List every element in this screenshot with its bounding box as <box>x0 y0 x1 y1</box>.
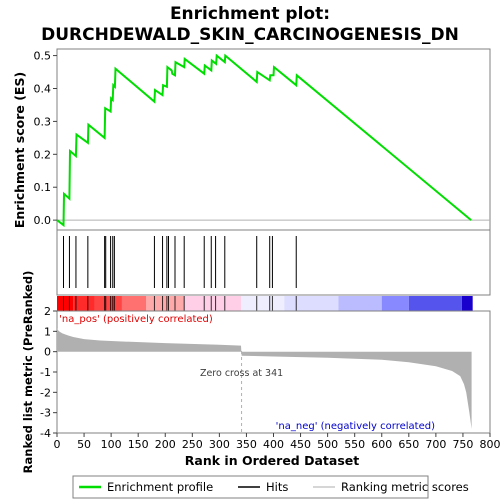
chart-title-line1: Enrichment plot: <box>170 4 330 24</box>
metric-y-tick-label: -1 <box>40 366 51 379</box>
es-y-tick-label: 0.0 <box>34 214 52 227</box>
enrichment-profile-line <box>56 53 472 228</box>
x-tick-label: 250 <box>182 438 203 451</box>
es-y-tick-label: 0.1 <box>34 181 52 194</box>
rank-bar-segment <box>381 296 409 311</box>
ranking-metric-area <box>57 328 472 429</box>
x-tick-label: 150 <box>128 438 149 451</box>
x-tick-label: 100 <box>101 438 122 451</box>
es-y-tick-label: 0.4 <box>34 82 52 95</box>
x-axis-label: Rank in Ordered Dataset <box>185 453 359 468</box>
x-tick-label: 500 <box>317 438 338 451</box>
rank-bar-segment <box>408 296 462 311</box>
es-y-axis-label: Enrichment score (ES) <box>12 72 27 228</box>
zero-cross-label: Zero cross at 341 <box>200 368 283 379</box>
rank-bar-segment <box>94 296 122 311</box>
positive-correlation-label: 'na_pos' (positively correlated) <box>59 314 213 325</box>
rank-bar-segment <box>146 296 185 311</box>
x-tick-label: 0 <box>54 438 61 451</box>
x-tick-label: 800 <box>480 438 500 451</box>
metric-y-tick-label: 2 <box>44 305 51 318</box>
x-tick-label: 50 <box>77 438 91 451</box>
x-tick-label: 550 <box>344 438 365 451</box>
x-tick-label: 750 <box>452 438 473 451</box>
es-panel: 0.0 0.1 0.2 0.3 0.4 0.5 <box>34 48 491 231</box>
metric-y-axis-label: Ranked list metric (PreRanked) <box>21 271 35 474</box>
x-tick-label: 200 <box>155 438 176 451</box>
rank-bar-segment <box>284 296 339 311</box>
chart-title-line2: DURCHDEWALD_SKIN_CARCINOGENESIS_DN <box>41 25 459 45</box>
legend: Enrichment profile Hits Ranking metric sco… <box>72 475 469 499</box>
x-axis: 0 50 100 150 200 250 300 350 400 450 500 550 600 650 7… <box>54 433 500 451</box>
x-tick-label: 400 <box>263 438 284 451</box>
metric-y-tick-label: -4 <box>40 427 51 440</box>
rank-bar-segment <box>184 296 242 311</box>
metric-panel: -4 -3 -2 -1 0 1 2 'na_pos' (positively correlat… <box>40 305 491 440</box>
negative-correlation-label: 'na_neg' (negatively correlated) <box>276 421 435 432</box>
x-tick-label: 600 <box>371 438 392 451</box>
metric-y-tick-label: 1 <box>44 325 51 338</box>
legend-entry-label: Enrichment profile <box>107 480 213 494</box>
rank-bar-segment <box>241 296 285 311</box>
rank-bar-segment <box>57 296 74 311</box>
rank-bar-segment <box>461 296 473 311</box>
rank-bar-segment <box>73 296 95 311</box>
x-tick-label: 700 <box>425 438 446 451</box>
es-y-tick-label: 0.3 <box>34 115 52 128</box>
x-tick-label: 350 <box>236 438 257 451</box>
x-tick-label: 300 <box>209 438 230 451</box>
rank-bar-segment <box>338 296 382 311</box>
hits-frame <box>56 229 491 296</box>
ranking-color-bar <box>57 296 473 311</box>
legend-entry-label: Hits <box>266 480 288 494</box>
metric-plot-frame <box>56 310 491 434</box>
es-y-tick-label: 0.2 <box>34 148 52 161</box>
metric-y-tick-label: 0 <box>44 346 51 359</box>
metric-y-tick-label: -2 <box>40 386 51 399</box>
es-y-tick-label: 0.5 <box>34 50 52 63</box>
hits-panel <box>56 229 491 296</box>
legend-entry-label: Ranking metric scores <box>341 480 469 494</box>
rank-bar-segment <box>121 296 147 311</box>
x-tick-label: 650 <box>398 438 419 451</box>
metric-y-tick-label: -3 <box>40 407 51 420</box>
x-tick-label: 450 <box>290 438 311 451</box>
